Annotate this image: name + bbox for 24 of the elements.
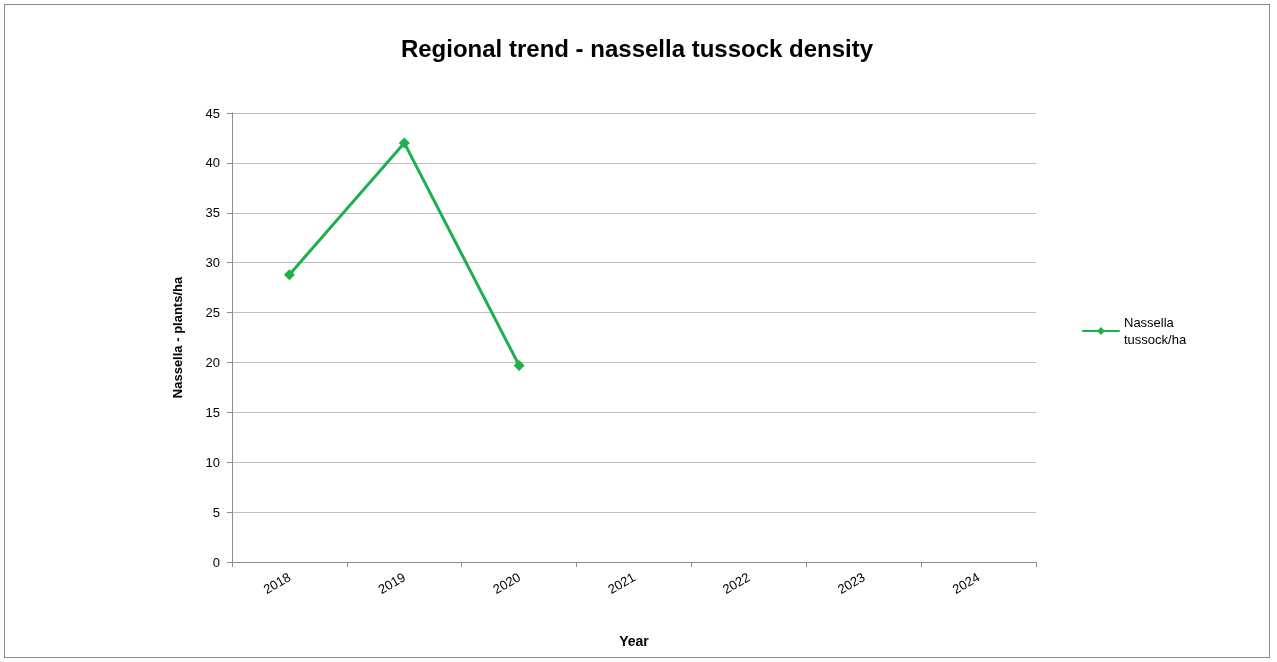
y-tick-label: 45 xyxy=(205,105,220,121)
x-tick-label: 2023 xyxy=(834,569,868,597)
y-tick-label: 30 xyxy=(205,255,220,271)
y-tick-label: 25 xyxy=(205,305,220,321)
x-tick-label: 2018 xyxy=(260,569,294,597)
y-tick-label: 15 xyxy=(205,404,220,420)
y-tick-label: 0 xyxy=(212,554,220,570)
y-tick-label: 20 xyxy=(205,354,220,370)
point xyxy=(513,359,525,371)
point xyxy=(398,137,410,149)
legend-label: Nassella tussock/ha xyxy=(1124,315,1187,347)
x-tick-label: 2019 xyxy=(375,569,409,597)
y-tick-label: 35 xyxy=(205,205,220,221)
x-tick-label: 2020 xyxy=(490,569,523,597)
chart-title: Regional trend - nassella tussock density xyxy=(400,34,874,62)
x-tick-label: 2024 xyxy=(949,569,983,597)
y-tick-label: 40 xyxy=(205,155,220,171)
y-tick-label: 10 xyxy=(205,454,220,470)
x-tick-label: 2021 xyxy=(605,569,638,597)
point xyxy=(283,269,295,281)
y-axis-title: Nassella - plants/ha xyxy=(170,276,185,399)
x-tick-label: 2022 xyxy=(720,569,753,597)
y-tick-label: 5 xyxy=(212,504,220,520)
x-axis-title: Year xyxy=(619,633,650,649)
